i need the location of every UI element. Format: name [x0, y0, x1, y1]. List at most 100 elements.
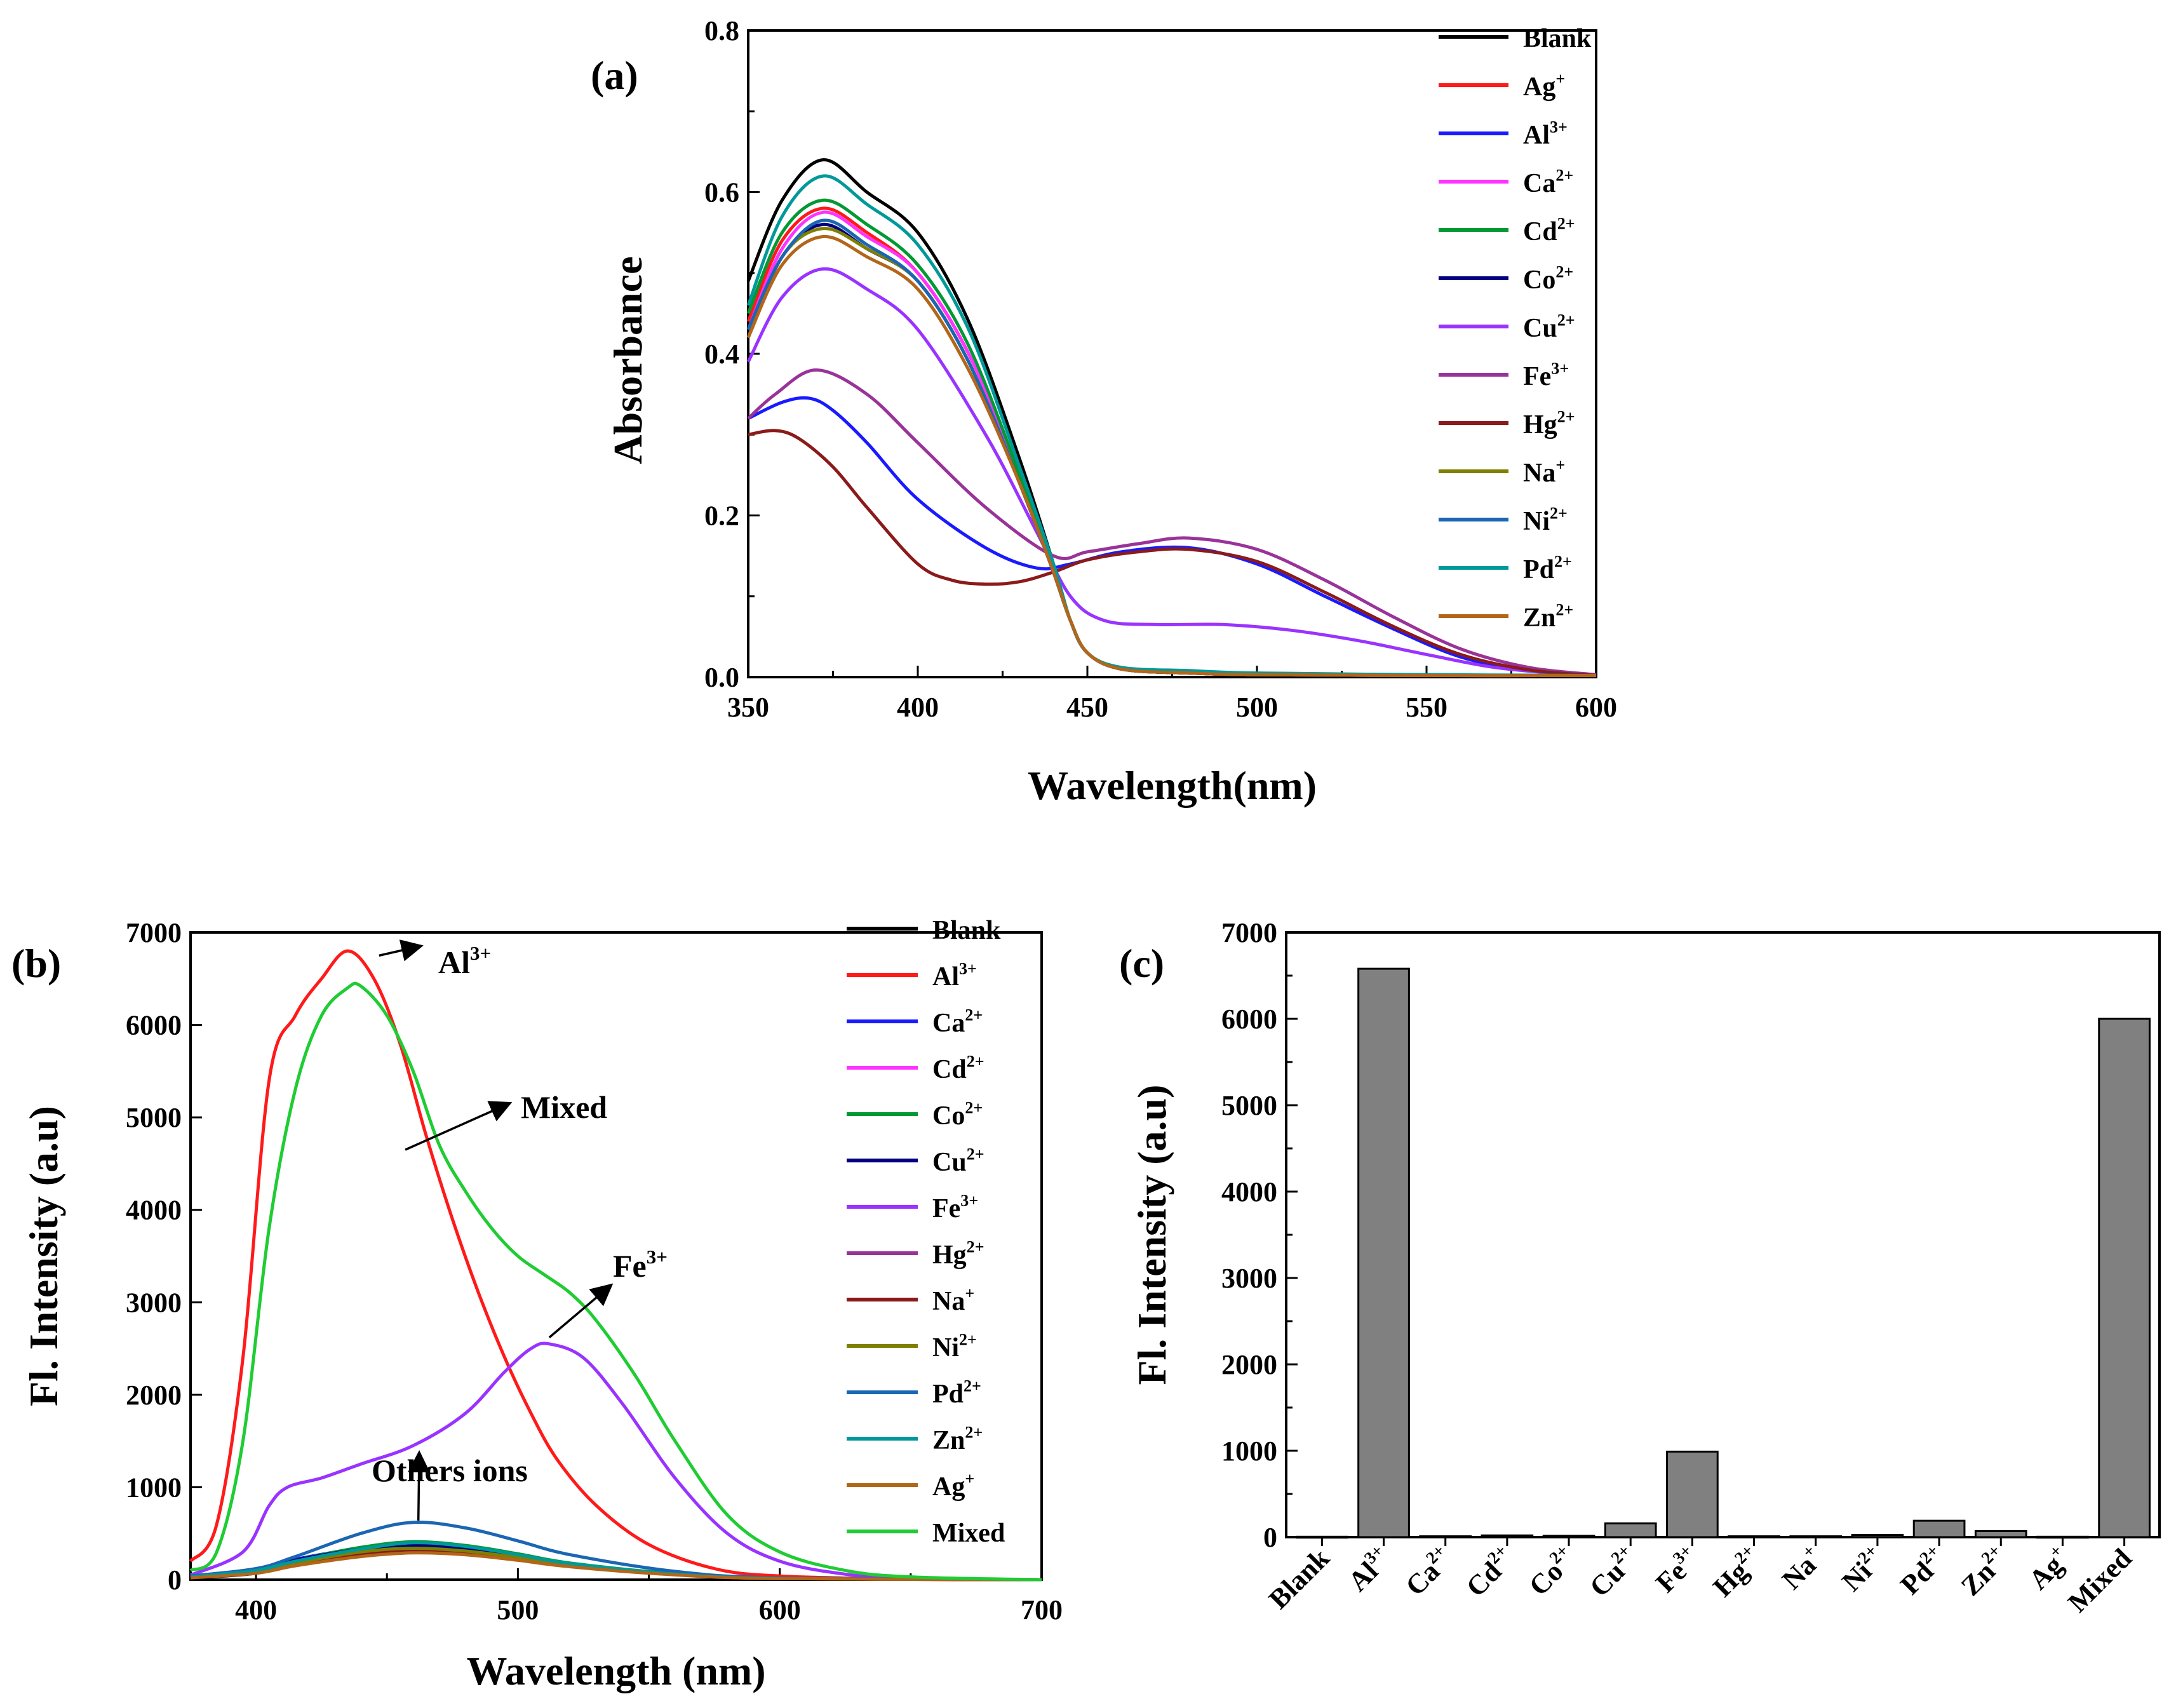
bar-na — [1789, 1535, 1843, 1538]
x-tick-label: Zn2+ — [1954, 1541, 2015, 1602]
legend-label: Ag+ — [1523, 69, 1565, 102]
bar-al — [1357, 967, 1410, 1538]
bar-ca — [1419, 1535, 1472, 1538]
y-tick-label: 3000 — [126, 1287, 182, 1318]
series-line-ni — [746, 219, 1597, 678]
x-tick-label: 600 — [1575, 692, 1617, 723]
y-tick-label: 0.0 — [704, 662, 739, 693]
annotation-arrow — [379, 939, 424, 962]
y-tick-label: 5000 — [126, 1102, 182, 1133]
legend-label: Fe3+ — [932, 1191, 978, 1223]
x-tick-label: Cd2+ — [1458, 1541, 1521, 1603]
panel-label: (a) — [591, 53, 638, 98]
series-line-cu — [746, 267, 1597, 677]
y-tick-label: 1000 — [1221, 1436, 1277, 1467]
x-tick-label: 700 — [1021, 1594, 1063, 1625]
x-tick-label: Ag+ — [2021, 1541, 2076, 1596]
x-tick-label: Blank — [1263, 1542, 1336, 1615]
legend-label: Na+ — [932, 1284, 974, 1316]
y-tick-label: 2000 — [1221, 1349, 1277, 1380]
y-tick-label: 0.6 — [704, 177, 739, 208]
y-axis-label: Fl. Intensity (a.u) — [21, 1106, 66, 1406]
x-tick-label: Cu2+ — [1582, 1541, 1644, 1603]
series-line-ca — [746, 210, 1597, 678]
legend-label: Ca2+ — [932, 1005, 983, 1038]
x-tick-label: 450 — [1066, 692, 1108, 723]
x-tick-label: Hg2+ — [1705, 1541, 1768, 1603]
panel-a-absorbance-chart: 350 400 450 500 550 600 0.0 0.2 0.4 0.6 0.8 Wavelen… — [591, 15, 1617, 808]
annotation-arrow — [405, 1101, 513, 1151]
series-line-mixed — [189, 981, 1042, 1582]
legend-label: Blank — [932, 916, 1001, 945]
y-tick-label: 4000 — [1221, 1176, 1277, 1207]
legend-label: Zn2+ — [932, 1423, 983, 1455]
x-tick-label: 400 — [897, 692, 939, 723]
bar-co — [1542, 1535, 1595, 1538]
legend-label: Ni2+ — [932, 1330, 977, 1362]
series-line-hg — [748, 429, 1597, 677]
x-tick-label: Al3+ — [1341, 1541, 1397, 1597]
legend-label: Hg2+ — [932, 1237, 984, 1270]
legend-label: Co2+ — [1523, 262, 1573, 295]
series-line-fe — [189, 1342, 1042, 1582]
x-tick-label: 500 — [497, 1594, 539, 1625]
y-tick-label: 7000 — [1221, 917, 1277, 948]
y-tick-label: 0 — [168, 1564, 182, 1596]
bar-ni — [1851, 1534, 1904, 1538]
legend-label: Zn2+ — [1523, 600, 1573, 633]
panel-label: (b) — [11, 941, 61, 986]
legend-label: Ag+ — [932, 1469, 974, 1502]
y-tick-label: 3000 — [1221, 1263, 1277, 1294]
annotation-label: Mixed — [521, 1089, 607, 1125]
legend-label: Blank — [1523, 24, 1592, 53]
y-tick-label: 6000 — [1221, 1004, 1277, 1035]
x-axis-label: Wavelength (nm) — [466, 1648, 765, 1693]
y-tick-label: 7000 — [126, 917, 182, 948]
y-axis-label: Fl. Intensity (a.u) — [1129, 1085, 1174, 1385]
legend-label: Cd2+ — [932, 1052, 984, 1084]
legend-label: Na+ — [1523, 455, 1565, 488]
legend-label: Cd2+ — [1523, 214, 1575, 246]
series-line-zn — [746, 234, 1597, 678]
x-tick-label: Mixed — [2062, 1542, 2137, 1618]
y-tick-label: 1000 — [126, 1472, 182, 1503]
plot-frame — [1285, 931, 2161, 1538]
x-tick-label: Fe3+ — [1648, 1541, 1706, 1599]
legend-label: Cu2+ — [932, 1145, 984, 1177]
y-tick-label: 2000 — [126, 1380, 182, 1411]
annotation-label: Others ions — [372, 1453, 528, 1488]
y-tick-label: 0.8 — [704, 15, 739, 46]
legend-label: Hg2+ — [1523, 407, 1575, 440]
bar-hg — [1728, 1535, 1780, 1538]
y-tick-label: 5000 — [1221, 1090, 1277, 1121]
legend-label: Cu2+ — [1523, 311, 1575, 343]
bar-pd — [1912, 1519, 1966, 1538]
x-tick-label: Ni2+ — [1834, 1541, 1891, 1597]
panel-b-fluorescence-chart: 400 500 600 7000100020003000400050006000700… — [11, 916, 1063, 1693]
x-tick-label: 500 — [1236, 692, 1278, 723]
legend-label: Pd2+ — [932, 1376, 981, 1409]
series-line-cd — [746, 198, 1597, 678]
annotation-arrow — [548, 1283, 614, 1338]
bar-cu — [1604, 1522, 1657, 1538]
y-axis-label: Absorbance — [605, 256, 650, 464]
y-tick-label: 0.4 — [704, 339, 739, 370]
x-tick-label: 600 — [759, 1594, 801, 1625]
y-tick-label: 4000 — [126, 1195, 182, 1226]
bar-mixed — [2098, 1018, 2151, 1538]
x-tick-label: Ca2+ — [1398, 1541, 1459, 1602]
x-tick-label: 400 — [235, 1594, 277, 1625]
x-tick-label: Pd2+ — [1893, 1541, 1952, 1601]
x-tick-label: 550 — [1406, 692, 1447, 723]
legend-label: Al3+ — [1523, 118, 1568, 150]
annotation-label: Al3+ — [438, 942, 491, 980]
panel-c-intensity-bar-chart: 0 1000 2000 3000 4000 5000 6000 7000 Fl. Intensi… — [1119, 917, 2161, 1618]
x-tick-label: Co2+ — [1521, 1541, 1582, 1602]
legend-label: Ca2+ — [1523, 166, 1573, 198]
series-line-ag — [190, 1551, 1042, 1582]
legend-label: Mixed — [932, 1519, 1005, 1548]
legend-label: Pd2+ — [1523, 552, 1572, 584]
legend-label: Fe3+ — [1523, 359, 1569, 391]
series-line-al — [189, 949, 1042, 1582]
